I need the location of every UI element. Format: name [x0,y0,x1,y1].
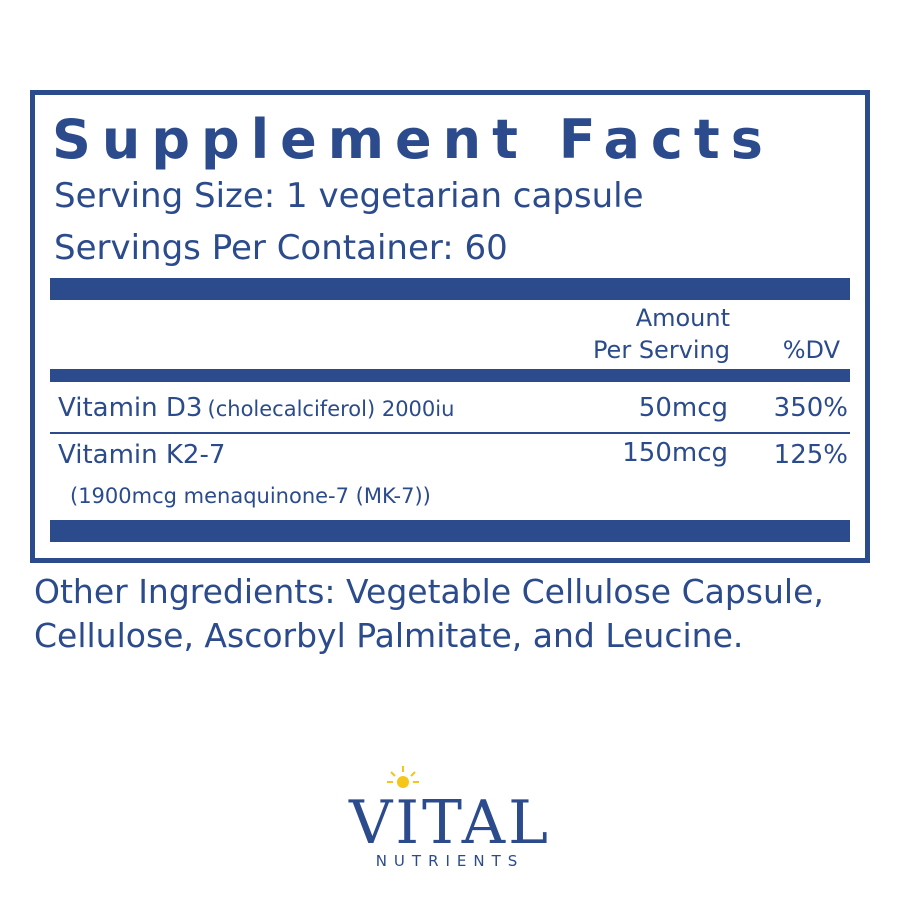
row: Vitamin D3 (cholecalciferol) 2000iu [58,393,454,423]
title: Supplement Facts [52,108,774,171]
nutrient-note: (cholecalciferol) 2000iu [207,397,455,421]
header-amount: Amount [635,304,730,332]
servings-per-container: Servings Per Container: 60 [54,228,508,268]
serving-size: Serving Size: 1 vegetarian capsule [54,176,644,216]
other-ingredients: Other Ingredients: Vegetable Cellulose C… [34,572,824,611]
dv: 125% [773,440,848,470]
nutrient-note: (1900mcg menaquinone-7 (MK-7)) [70,484,431,508]
nutrient-name: Vitamin K2-7 [58,440,226,470]
facts-box [30,90,870,563]
sun-icon [387,766,419,788]
divider-bar [50,520,850,542]
logo-sub: NUTRIENTS [375,852,525,870]
amount: 50mcg [638,393,728,423]
header-amount: Per Serving [592,336,730,364]
divider-bar [50,278,850,300]
header-dv: %DV [782,336,840,364]
logo-brand: VITAL [349,788,551,858]
other-ingredients: Cellulose, Ascorbyl Palmitate, and Leuci… [34,616,744,655]
divider-line [50,432,850,434]
dv: 350% [773,393,848,423]
divider-bar [50,369,850,382]
amount: 150mcg [622,438,728,468]
nutrient-name: Vitamin D3 [58,393,203,423]
